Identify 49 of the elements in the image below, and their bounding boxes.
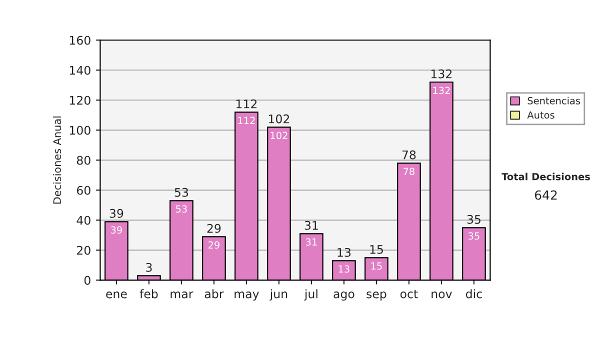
x-tick-label: jul [304,289,318,301]
x-tick-label: oct [400,290,418,298]
text: Total Decisiones [502,172,590,180]
data-label: 29 [208,241,220,249]
y-tick-label: 100 [70,126,90,135]
data-label: 102 [270,132,288,140]
total-label: 39 [110,208,124,218]
y-axis-title: Decisiones Anual [53,116,62,204]
x-tick-label: abr [204,289,224,298]
y-tick-label: 120 [70,96,90,105]
data-label: 31 [306,238,317,246]
y-tick-label: 20 [77,246,90,255]
total-label: 13 [338,248,351,257]
x-tick-label: may [234,292,259,301]
total-label: 78 [402,150,416,160]
data-label: 39 [111,226,122,234]
legend-label: Sentencias [528,96,580,104]
data-label: 15 [371,262,382,270]
y-tick-label: 80 [76,156,90,165]
data-label: 112 [238,116,255,124]
total-label: 15 [370,245,383,254]
text: 642 [534,190,557,200]
total-label: 3 [146,262,152,272]
y-tick-label: 40 [76,216,90,225]
x-tick-label: nov [432,292,452,298]
total-label: 112 [236,99,257,108]
data-label: 35 [468,232,480,240]
data-label: 132 [433,86,450,94]
data-label: 53 [176,205,187,213]
total-label: 35 [467,214,480,224]
total-label: 102 [268,114,290,124]
total-label: 53 [174,188,188,197]
y-tick-label: 0 [84,276,90,285]
legend-label: Autos [527,111,554,119]
x-tick-label: ago [334,292,354,301]
total-label: 31 [304,220,318,230]
x-tick-label: dic [466,289,482,298]
y-tick-label: 60 [76,186,90,195]
y-tick-label: 140 [70,66,90,75]
data-label: 78 [404,168,414,176]
total-label: 132 [431,69,452,78]
x-tick-label: ene [106,292,127,298]
data-label: 13 [338,265,350,273]
total-label: 29 [207,224,221,233]
y-tick-label: 160 [70,36,90,45]
x-tick-label: mar [170,292,194,298]
x-tick-label: feb [140,289,158,298]
x-tick-label: jun [270,289,288,301]
x-tick-label: sep [366,292,386,301]
